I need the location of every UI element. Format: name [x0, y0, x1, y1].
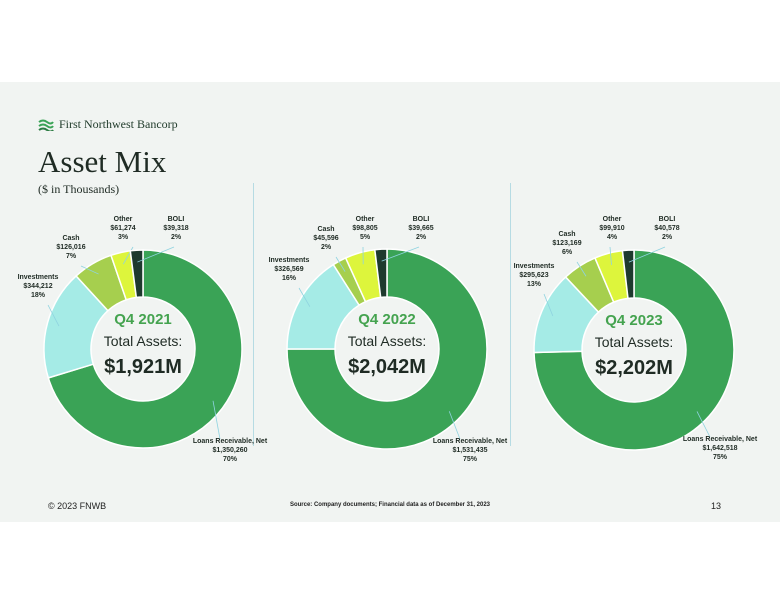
leader-line — [609, 246, 612, 265]
leader-line — [628, 246, 666, 263]
total-assets-caption: Total Assets: — [348, 333, 427, 349]
data-label: Loans Receivable, Net $1,642,518 75% — [683, 436, 758, 461]
data-label: Other $98,805 5% — [352, 216, 377, 241]
copyright: © 2023 FNWB — [48, 501, 107, 511]
leader-line — [137, 246, 175, 263]
brand-name: First Northwest Bancorp — [59, 117, 178, 131]
data-label: Loans Receivable, Net $1,350,260 70% — [193, 438, 268, 463]
slice-boli — [373, 248, 388, 299]
leader-line — [576, 261, 587, 277]
data-label: BOLI $40,578 2% — [654, 216, 679, 241]
panel-divider — [253, 183, 254, 446]
page-subtitle: ($ in Thousands) — [38, 182, 120, 196]
panel-divider — [510, 183, 511, 446]
brand-logo: First Northwest Bancorp — [38, 117, 178, 132]
data-label: Other $61,274 3% — [110, 216, 135, 241]
donut-chart-3: Loans Receivable, Net $1,642,518 75% Invest… — [514, 216, 758, 461]
data-label: Loans Receivable, Net $1,531,435 75% — [433, 438, 508, 463]
slice-loans-receivable-net — [47, 249, 243, 449]
data-label: Investments $326,569 16% — [269, 257, 310, 282]
data-label: Investments $295,623 13% — [514, 263, 555, 288]
leader-line — [212, 400, 221, 440]
leader-line — [543, 293, 554, 317]
source-note: Source: Company documents; Financial dat… — [289, 502, 491, 508]
data-label: BOLI $39,665 2% — [408, 216, 433, 241]
page-number: 13 — [711, 501, 722, 511]
total-assets-value: $1,921M — [104, 356, 182, 378]
leader-line — [122, 246, 134, 265]
slice-boli — [129, 249, 144, 299]
slice-loans-receivable-net — [286, 248, 488, 450]
leader-line — [381, 246, 420, 262]
data-label: Cash $45,596 2% — [313, 226, 338, 251]
quarter-label: Q4 2021 — [114, 311, 172, 328]
donut-chart-1: Loans Receivable, Net $1,350,260 70% Invest… — [18, 216, 268, 463]
data-label: BOLI $39,318 2% — [163, 216, 188, 241]
data-label: Other $99,910 4% — [599, 216, 624, 241]
total-assets-value: $2,202M — [595, 357, 673, 379]
leader-line — [80, 265, 99, 275]
leader-line — [47, 304, 60, 327]
donut-chart-2: Loans Receivable, Net $1,531,435 75% Invest… — [269, 216, 508, 463]
slice-boli — [621, 249, 635, 300]
quarter-label: Q4 2022 — [358, 311, 416, 328]
total-assets-value: $2,042M — [348, 356, 426, 378]
wave-logo-icon — [38, 119, 54, 131]
data-label: Cash $126,016 7% — [56, 235, 85, 260]
quarter-label: Q4 2023 — [605, 312, 663, 329]
leader-line — [298, 287, 311, 307]
slice-loans-receivable-net — [533, 249, 735, 451]
page-title: Asset Mix — [38, 144, 167, 179]
leader-line — [448, 411, 461, 440]
leader-line — [335, 256, 346, 272]
total-assets-caption: Total Assets: — [104, 333, 183, 349]
leader-line — [696, 411, 711, 438]
data-label: Investments $344,212 18% — [18, 274, 59, 299]
data-label: Cash $123,169 6% — [552, 231, 581, 256]
total-assets-caption: Total Assets: — [595, 334, 674, 350]
